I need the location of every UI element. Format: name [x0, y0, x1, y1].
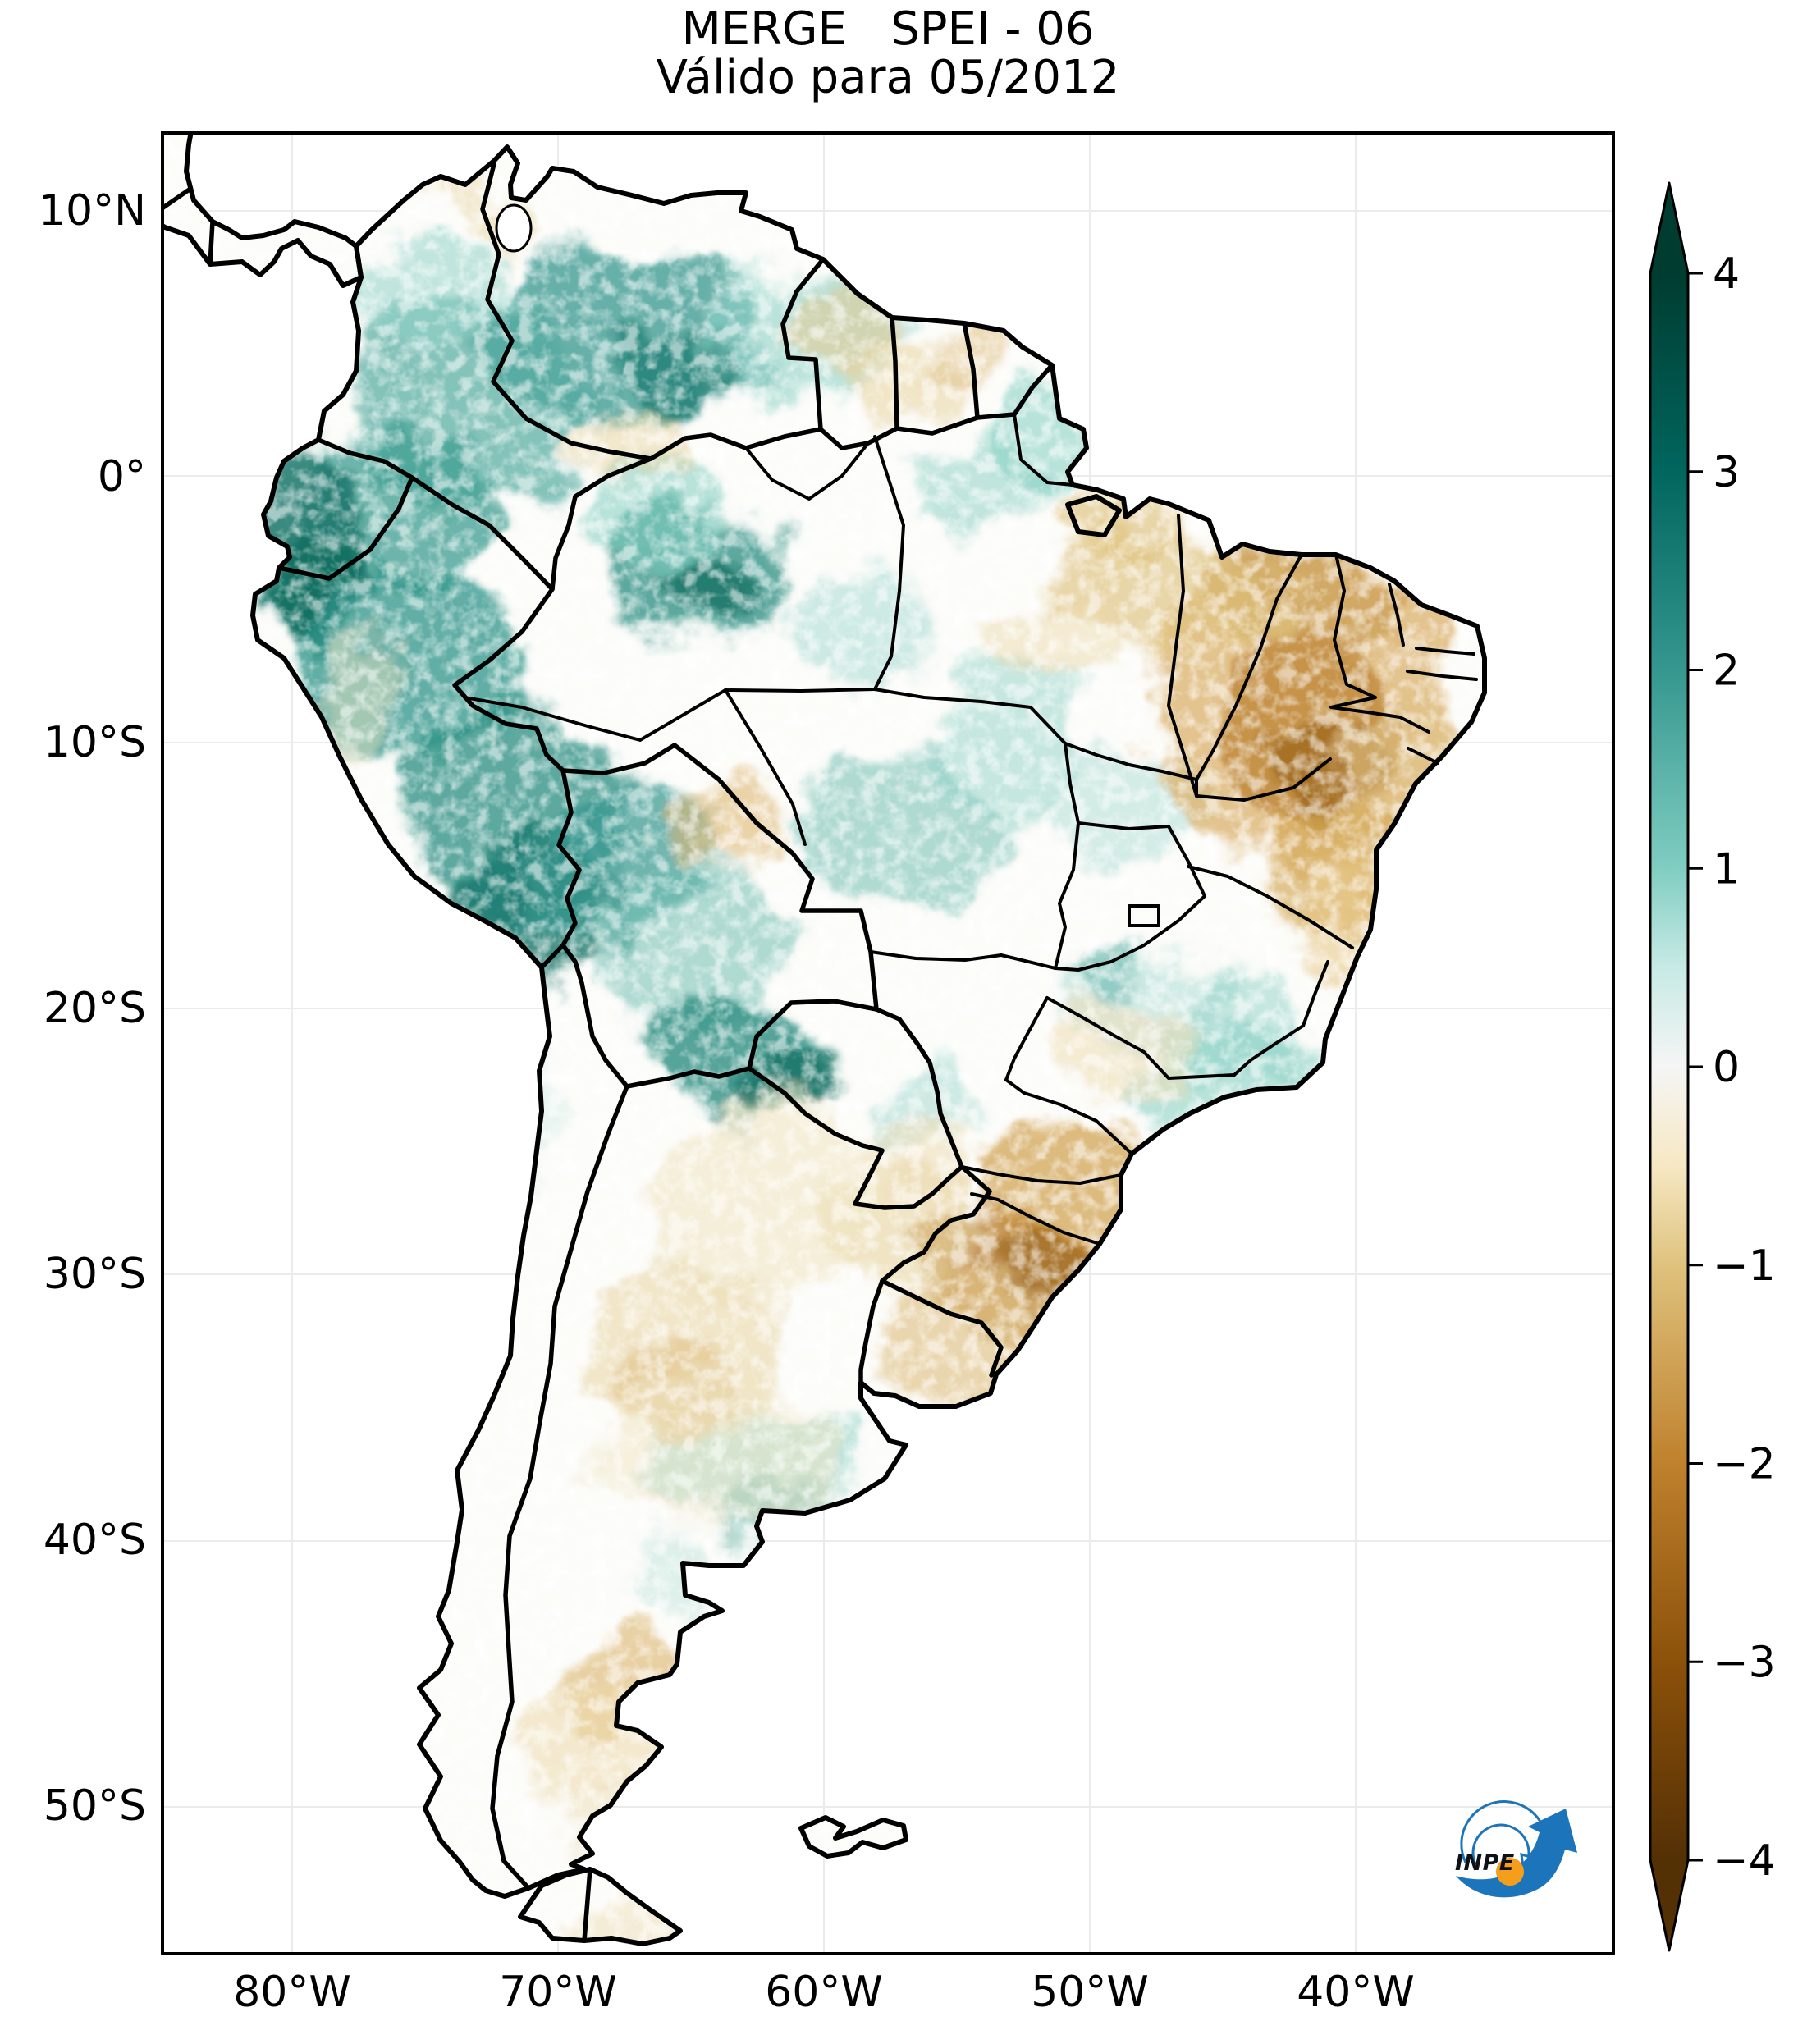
colorbar-tick-label: −4: [1713, 1836, 1776, 1886]
state-borders: [463, 413, 1478, 1246]
y-tick-label: 0°: [97, 452, 146, 501]
lake-maracaibo: [495, 203, 533, 253]
title-line-1: MERGE SPEI - 06: [681, 2, 1095, 56]
y-tick-label: 50°S: [43, 1781, 146, 1831]
x-tick-label: 50°W: [1031, 1968, 1149, 2017]
y-tick-label: 10°N: [38, 186, 146, 235]
colorbar-tick-label: 0: [1713, 1043, 1740, 1092]
y-tick-label: 30°S: [43, 1250, 146, 1299]
colorbar-bar: [1649, 181, 1690, 1952]
colorbar-tick-label: 1: [1713, 844, 1740, 894]
x-tick-label: 80°W: [233, 1968, 351, 2017]
map-plot: INPE: [161, 131, 1615, 1955]
y-axis-tick-labels: 10°N 0° 10°S 20°S 30°S 40°S 50°S: [0, 0, 146, 2044]
inpe-logo-swoosh-arrow: [1456, 1809, 1577, 1898]
country-borders: [161, 162, 1055, 1943]
x-tick-label: 60°W: [765, 1968, 883, 2017]
colorbar-tick-label: −3: [1713, 1638, 1776, 1687]
inpe-logo: INPE: [1455, 1800, 1577, 1898]
x-tick-label: 70°W: [499, 1968, 617, 2017]
plot-frame: [161, 131, 1615, 1955]
inpe-logo-text: INPE: [1455, 1850, 1515, 1876]
y-tick-label: 10°S: [43, 718, 146, 767]
colorbar-tick-label: −1: [1713, 1241, 1776, 1291]
title-line-2: Válido para 05/2012: [656, 51, 1120, 104]
x-tick-label: 40°W: [1297, 1968, 1415, 2017]
colorbar-tick-label: −2: [1713, 1440, 1776, 1489]
figure-title: MERGE SPEI - 06 Válido para 05/2012: [161, 5, 1615, 102]
inpe-logo-orange-ball: [1496, 1858, 1524, 1886]
south-america-map: [161, 131, 1615, 1955]
colorbar-tick-label: 4: [1713, 249, 1740, 299]
y-tick-label: 20°S: [43, 984, 146, 1033]
y-tick-label: 40°S: [43, 1516, 146, 1565]
colorbar-tick-label: 3: [1713, 448, 1740, 497]
colorbar-tick-label: 2: [1713, 647, 1740, 696]
colorbar-ticks: 4 3 2 1 0 −1 −2 −3 −4: [1688, 249, 1776, 1886]
colorbar: 4 3 2 1 0 −1 −2 −3 −4: [1649, 181, 1776, 1952]
